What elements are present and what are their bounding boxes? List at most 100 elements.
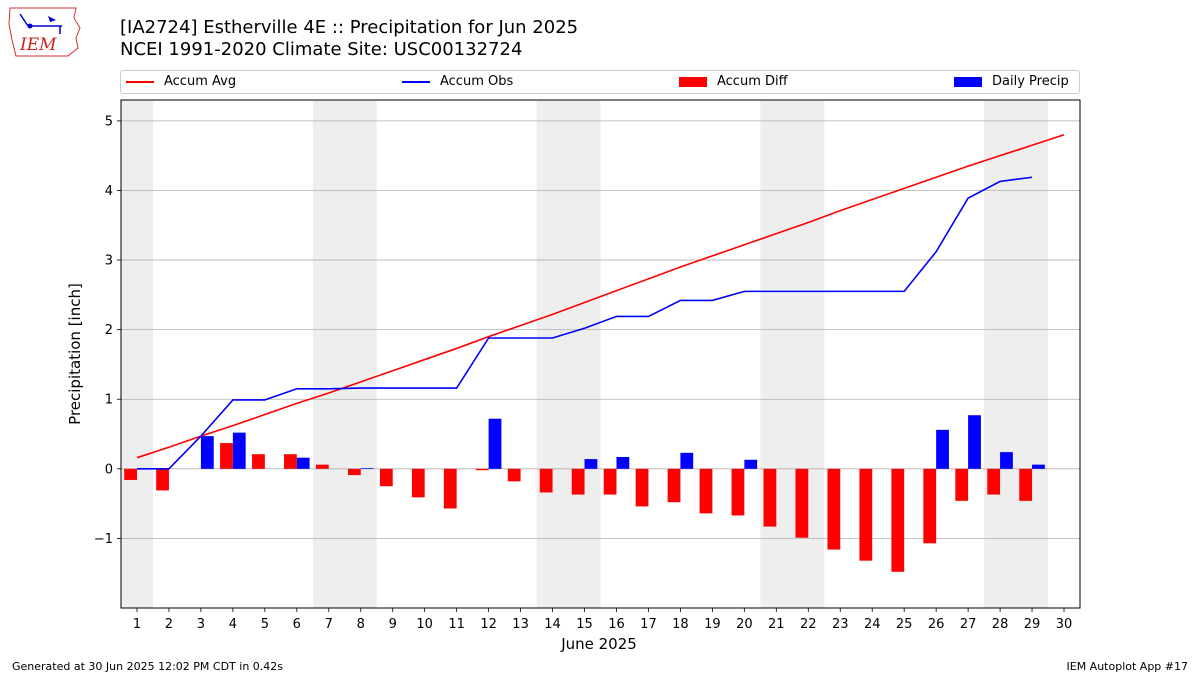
daily-precip-bar xyxy=(1000,452,1013,469)
accum-diff-bar xyxy=(603,468,617,495)
accum-diff-bar xyxy=(763,468,777,527)
x-tick-label: 21 xyxy=(768,617,785,632)
x-tick-label: 7 xyxy=(325,617,333,632)
app-note: IEM Autoplot App #17 xyxy=(1066,660,1189,673)
x-tick-label: 19 xyxy=(704,617,721,632)
daily-precip-bar xyxy=(744,459,758,469)
accum-diff-bar xyxy=(411,468,425,498)
accum-diff-bar xyxy=(539,468,553,493)
x-tick-label: 4 xyxy=(229,617,237,632)
x-tick-label: 30 xyxy=(1056,617,1073,632)
legend-item-accum-diff: Accum Diff xyxy=(679,74,788,89)
legend-label-accum-avg: Accum Avg xyxy=(164,74,237,89)
legend-label-accum-diff: Accum Diff xyxy=(717,74,788,89)
daily-precip-bar xyxy=(488,418,502,469)
daily-precip-bar xyxy=(584,459,598,469)
x-tick-label: 20 xyxy=(736,617,753,632)
daily-precip-bar xyxy=(200,436,214,469)
x-tick-label: 17 xyxy=(640,617,657,632)
legend-label-accum-obs: Accum Obs xyxy=(440,74,514,89)
accum-diff-bar xyxy=(475,468,489,471)
legend-swatch-daily-precip xyxy=(954,76,982,87)
weekend-shade-4 xyxy=(760,100,825,608)
x-tick-label: 13 xyxy=(512,617,529,632)
accum-diff-bar xyxy=(507,468,521,482)
x-tick-label: 23 xyxy=(832,617,849,632)
accum-diff-bar xyxy=(731,468,745,516)
x-tick-label: 6 xyxy=(293,617,301,632)
y-tick-label: 3 xyxy=(105,254,113,269)
plot-frame xyxy=(120,99,1081,609)
accum-diff-bar xyxy=(220,443,233,469)
accum-avg-line xyxy=(136,134,1065,459)
x-tick-label: 3 xyxy=(197,617,205,632)
daily-precip-bar xyxy=(616,456,630,469)
x-tick-label: 16 xyxy=(608,617,625,632)
accum-diff-bar xyxy=(987,468,1001,495)
x-axis-label: June 2025 xyxy=(560,635,637,653)
legend-swatch-accum-obs xyxy=(402,80,430,83)
accum-diff-bar xyxy=(955,468,969,501)
y-axis-label: Precipitation [inch] xyxy=(66,283,84,425)
x-tick-label: 15 xyxy=(576,617,593,632)
accum-obs-line xyxy=(136,176,1033,470)
accum-diff-bar xyxy=(699,468,713,514)
legend-item-accum-obs: Accum Obs xyxy=(402,74,513,89)
x-tick-label: 1 xyxy=(133,617,141,632)
y-tick-label: 1 xyxy=(105,393,113,408)
x-tick-label: 10 xyxy=(416,617,433,632)
x-tick-label: 26 xyxy=(928,617,945,632)
accum-diff-bar xyxy=(827,468,841,550)
x-tick-label: 14 xyxy=(544,617,561,632)
accum-diff-bar xyxy=(284,454,297,469)
x-tick-label: 29 xyxy=(1024,617,1041,632)
accum-diff-bar xyxy=(124,468,137,480)
accum-diff-bar xyxy=(859,468,873,561)
x-tick-label: 18 xyxy=(672,617,689,632)
weekend-shade-1 xyxy=(121,100,153,608)
svg-text:IEM: IEM xyxy=(19,35,57,55)
accum-diff-bar xyxy=(443,468,457,509)
x-tick-label: 27 xyxy=(960,617,977,632)
x-tick-label: 25 xyxy=(896,617,913,632)
x-tick-label: 24 xyxy=(864,617,881,632)
legend-item-daily-precip: Daily Precip xyxy=(954,74,1069,89)
accum-diff-bar xyxy=(347,468,361,476)
accum-diff-bar xyxy=(891,468,905,572)
accum-diff-bar xyxy=(795,468,809,538)
daily-precip-bar xyxy=(968,415,981,469)
chart-subtitle: NCEI 1991-2020 Climate Site: USC00132724 xyxy=(120,39,523,60)
x-tick-label: 28 xyxy=(992,617,1009,632)
iem-logo: IEM xyxy=(6,4,82,60)
x-tick-label: 8 xyxy=(357,617,365,632)
daily-precip-bar xyxy=(936,429,949,469)
accum-diff-bar xyxy=(635,468,649,507)
accum-diff-bar xyxy=(571,468,585,495)
accum-diff-bar xyxy=(156,468,169,491)
weekend-shade-2 xyxy=(312,100,377,608)
legend-label-daily-precip: Daily Precip xyxy=(992,74,1069,89)
generated-note: Generated at 30 Jun 2025 12:02 PM CDT in… xyxy=(12,660,284,673)
legend-swatch-accum-avg xyxy=(126,80,154,83)
x-tick-label: 2 xyxy=(165,617,173,632)
accum-diff-bar xyxy=(923,468,937,544)
daily-precip-bar xyxy=(1032,464,1045,469)
daily-precip-bar xyxy=(296,457,310,469)
daily-precip-bar xyxy=(680,452,694,469)
accum-diff-bar xyxy=(667,468,681,503)
y-tick-label: 5 xyxy=(105,114,113,129)
weekend-shade-5 xyxy=(984,100,1049,608)
daily-precip-bar xyxy=(360,468,374,469)
y-tick-label: 0 xyxy=(105,462,113,477)
daily-precip-bar xyxy=(232,432,246,469)
x-tick-label: 12 xyxy=(480,617,497,632)
accum-diff-bar xyxy=(1019,468,1033,501)
legend: Accum Avg Accum Obs Accum Diff Daily Pre… xyxy=(120,70,1080,94)
x-tick-label: 11 xyxy=(448,617,465,632)
legend-item-accum-avg: Accum Avg xyxy=(126,74,236,89)
y-tick-label: −1 xyxy=(94,532,113,547)
x-tick-label: 9 xyxy=(389,617,397,632)
accum-diff-bar xyxy=(252,454,265,469)
x-tick-label: 5 xyxy=(261,617,269,632)
